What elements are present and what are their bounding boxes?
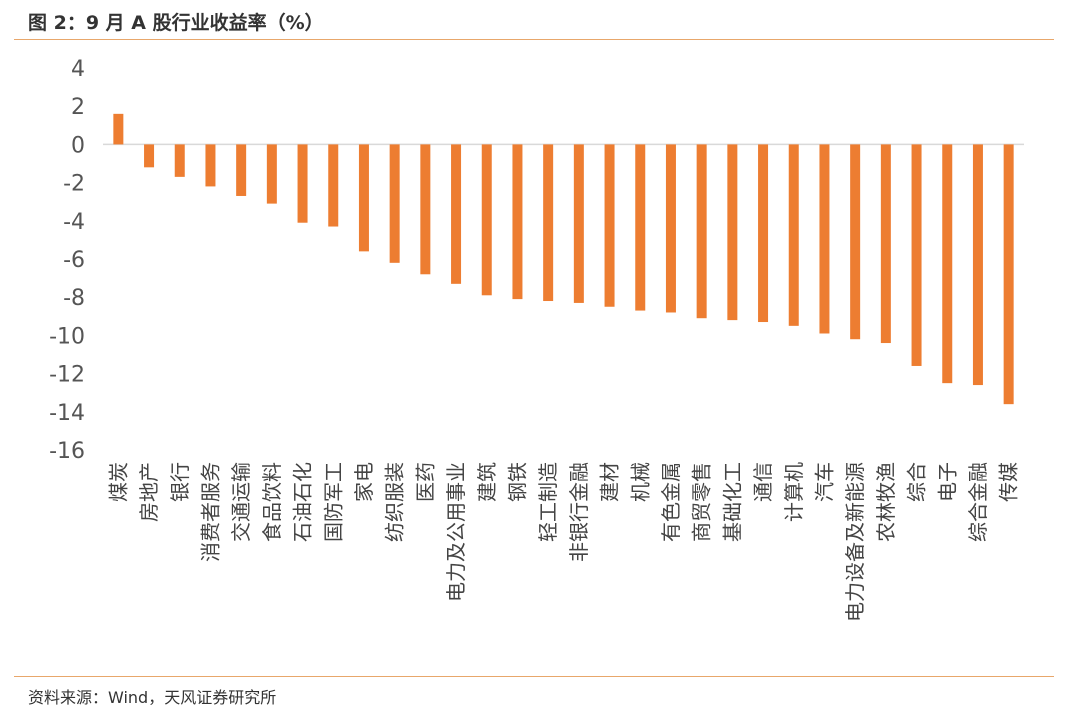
category-label: 非银行金融 bbox=[567, 462, 591, 562]
category-label: 房地产 bbox=[137, 462, 161, 522]
chart-title: 图 2：9 月 A 股行业收益率（%） bbox=[28, 12, 324, 34]
bar-有色金属 bbox=[665, 144, 676, 313]
y-tick-label: -14 bbox=[49, 401, 85, 426]
bar-交通运输 bbox=[236, 144, 247, 196]
bar-基础化工 bbox=[727, 144, 738, 321]
category-label: 基础化工 bbox=[720, 462, 744, 542]
bar-家电 bbox=[358, 144, 369, 252]
category-label: 综合 bbox=[905, 462, 929, 502]
category-label: 综合金融 bbox=[966, 462, 990, 542]
bar-计算机 bbox=[788, 144, 799, 326]
bar-建筑 bbox=[481, 144, 492, 296]
category-label: 石油石化 bbox=[291, 462, 315, 542]
category-label: 家电 bbox=[352, 462, 376, 502]
category-label: 国防军工 bbox=[321, 462, 345, 542]
y-tick-label: -10 bbox=[49, 324, 85, 349]
y-tick-label: -4 bbox=[63, 210, 85, 235]
category-label: 交通运输 bbox=[229, 462, 253, 542]
category-label: 电力及公用事业 bbox=[444, 462, 468, 602]
category-label: 传媒 bbox=[997, 462, 1021, 502]
bar-煤炭 bbox=[113, 113, 124, 145]
y-tick-label: -8 bbox=[63, 286, 85, 311]
bar-电力及公用事业 bbox=[451, 144, 462, 284]
title-divider bbox=[14, 39, 1054, 40]
bar-银行 bbox=[174, 144, 185, 177]
bar-房地产 bbox=[144, 144, 155, 168]
category-label: 食品饮料 bbox=[260, 462, 284, 542]
bar-轻工制造 bbox=[543, 144, 554, 302]
category-label: 建材 bbox=[598, 462, 622, 502]
category-label: 钢铁 bbox=[505, 462, 529, 502]
source-divider bbox=[14, 676, 1054, 677]
bar-医药 bbox=[420, 144, 431, 275]
y-tick-label: -16 bbox=[49, 439, 85, 464]
bar-汽车 bbox=[819, 144, 830, 334]
bar-通信 bbox=[758, 144, 769, 323]
bar-综合 bbox=[911, 144, 922, 366]
bars-group bbox=[113, 113, 1014, 405]
y-tick-label: 4 bbox=[71, 57, 85, 82]
bar-传媒 bbox=[1003, 144, 1014, 405]
source-note: 资料来源：Wind，天风证券研究所 bbox=[28, 688, 277, 707]
bar-消费者服务 bbox=[205, 144, 216, 187]
bar-国防军工 bbox=[328, 144, 339, 227]
category-label: 医药 bbox=[413, 462, 437, 502]
category-label: 建筑 bbox=[475, 462, 499, 502]
y-tick-label: -2 bbox=[63, 172, 85, 197]
y-tick-label: 2 bbox=[71, 95, 85, 120]
bar-纺织服装 bbox=[389, 144, 400, 263]
bar-电力设备及新能源 bbox=[850, 144, 861, 340]
category-label: 汽车 bbox=[812, 462, 836, 502]
category-labels: 煤炭 房地产 银行 消费者服务 交通运输 食品饮料 石油石化 国防军工 家电 纺织服装 医药 电力及公… bbox=[106, 462, 1020, 622]
category-label: 煤炭 bbox=[106, 462, 130, 502]
category-label: 轻工制造 bbox=[536, 462, 560, 542]
y-tick-label: -12 bbox=[49, 363, 85, 388]
category-label: 计算机 bbox=[782, 462, 806, 522]
bar-非银行金融 bbox=[573, 144, 584, 303]
category-label: 纺织服装 bbox=[383, 462, 407, 542]
y-axis: 4 2 0 -2 -4 -6 -8 -10 -12 -14 -16 bbox=[49, 57, 85, 464]
category-label: 消费者服务 bbox=[198, 462, 222, 562]
bar-综合金融 bbox=[972, 144, 983, 386]
category-label: 银行 bbox=[168, 462, 192, 502]
bar-食品饮料 bbox=[266, 144, 277, 204]
category-label: 商贸零售 bbox=[690, 462, 714, 542]
bar-建材 bbox=[604, 144, 615, 307]
bar-机械 bbox=[635, 144, 646, 311]
category-label: 通信 bbox=[751, 462, 775, 502]
y-tick-label: 0 bbox=[71, 133, 85, 158]
bar-石油石化 bbox=[297, 144, 308, 223]
bar-商贸零售 bbox=[696, 144, 707, 319]
bar-电子 bbox=[942, 144, 953, 384]
category-label: 农林牧渔 bbox=[874, 462, 898, 542]
category-label: 电力设备及新能源 bbox=[843, 462, 867, 622]
y-tick-label: -6 bbox=[63, 248, 85, 273]
category-label: 机械 bbox=[628, 462, 652, 502]
category-label: 有色金属 bbox=[659, 462, 683, 542]
bar-钢铁 bbox=[512, 144, 523, 300]
category-label: 电子 bbox=[935, 462, 959, 502]
bar-农林牧渔 bbox=[880, 144, 891, 344]
